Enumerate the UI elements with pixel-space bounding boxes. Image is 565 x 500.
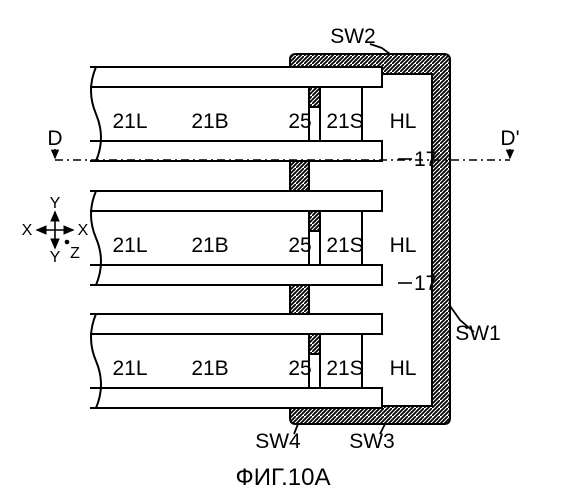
label-HL: HL xyxy=(390,357,417,380)
hatched-frame xyxy=(290,54,450,424)
label-SW1: SW1 xyxy=(455,322,501,345)
label-21B: 21B xyxy=(191,357,228,380)
axis-compass: YYXXZ xyxy=(22,195,89,266)
label-HL: HL xyxy=(390,234,417,257)
figure-caption: ФИГ.10A xyxy=(236,464,331,491)
label-SW3: SW3 xyxy=(349,430,395,453)
label-25: 25 xyxy=(288,234,311,257)
label-21S: 21S xyxy=(326,357,363,380)
axis-Y: Y xyxy=(50,195,61,212)
label-25: 25 xyxy=(288,357,311,380)
label-25: 25 xyxy=(288,110,311,133)
label-Dprime: D' xyxy=(500,127,519,150)
label-D: D xyxy=(47,127,62,150)
label-21B: 21B xyxy=(191,234,228,257)
label-21L: 21L xyxy=(112,357,147,380)
label-21B: 21B xyxy=(191,110,228,133)
axis-Z: Z xyxy=(70,245,80,262)
axis-Y: Y xyxy=(50,249,61,266)
label-21L: 21L xyxy=(112,110,147,133)
label-21S: 21S xyxy=(326,110,363,133)
axis-X: X xyxy=(22,222,33,239)
leader-SW2 xyxy=(370,44,390,54)
label-SW2: SW2 xyxy=(330,25,376,48)
label-HL: HL xyxy=(390,110,417,133)
label-17: 17 xyxy=(414,272,437,295)
label-21L: 21L xyxy=(112,234,147,257)
label-21S: 21S xyxy=(326,234,363,257)
axis-X: X xyxy=(78,222,89,239)
